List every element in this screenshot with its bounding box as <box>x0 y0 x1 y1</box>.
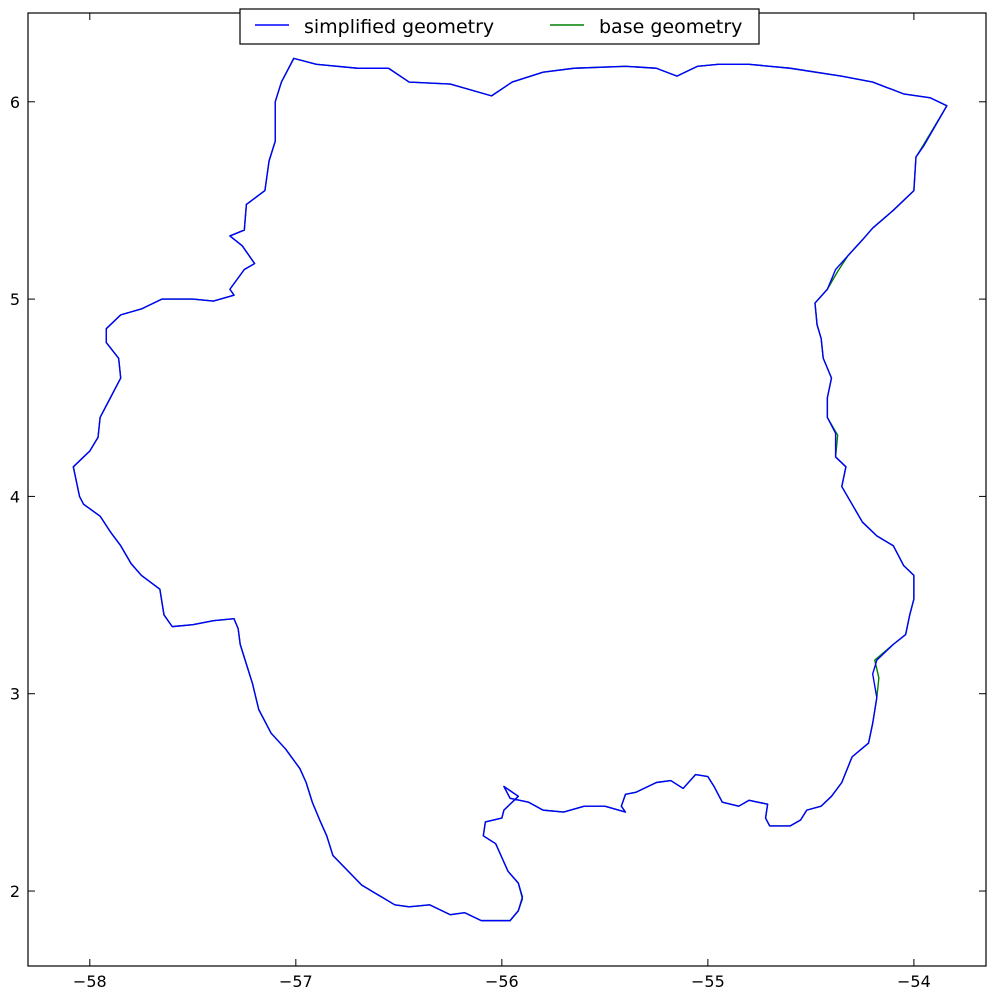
series-layer <box>72 57 948 922</box>
x-tick-label: −58 <box>73 972 107 991</box>
y-tick-label: 6 <box>10 93 20 112</box>
y-tick-label: 5 <box>10 290 20 309</box>
y-tick-label: 2 <box>10 882 20 901</box>
x-tick-label: −55 <box>691 972 725 991</box>
y-tick-label: 3 <box>10 685 20 704</box>
x-tick-label: −56 <box>485 972 519 991</box>
legend: simplified geometry base geometry <box>239 8 760 45</box>
series-line-simplified-geometry <box>72 57 948 922</box>
legend-box <box>239 8 760 45</box>
x-tick-label: −57 <box>279 972 313 991</box>
y-tick-label: 4 <box>10 487 20 506</box>
legend-label-base-geometry: base geometry <box>599 16 742 38</box>
legend-label-simplified-geometry: simplified geometry <box>304 16 494 38</box>
plot-area <box>72 57 948 922</box>
axis-tick-labels: −58 −57 −56 −55 −54 2 3 4 5 6 <box>10 93 931 991</box>
x-tick-label: −54 <box>897 972 931 991</box>
